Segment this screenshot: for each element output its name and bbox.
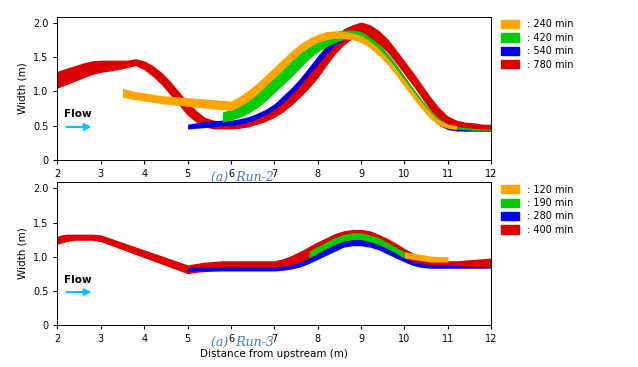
Text: (a)  Run-2: (a) Run-2 bbox=[211, 171, 274, 184]
Y-axis label: Width (m): Width (m) bbox=[17, 227, 27, 279]
X-axis label: Distance from upstream (m): Distance from upstream (m) bbox=[200, 184, 348, 194]
Y-axis label: Width (m): Width (m) bbox=[17, 62, 27, 114]
X-axis label: Distance from upstream (m): Distance from upstream (m) bbox=[200, 349, 348, 359]
Text: (a)  Run-3: (a) Run-3 bbox=[211, 336, 274, 349]
Legend: : 240 min, : 420 min, : 540 min, : 780 min: : 240 min, : 420 min, : 540 min, : 780 m… bbox=[500, 18, 574, 71]
Text: Flow: Flow bbox=[64, 275, 91, 284]
Text: Flow: Flow bbox=[64, 109, 91, 119]
Legend: : 120 min, : 190 min, : 280 min, : 400 min: : 120 min, : 190 min, : 280 min, : 400 m… bbox=[500, 184, 574, 236]
